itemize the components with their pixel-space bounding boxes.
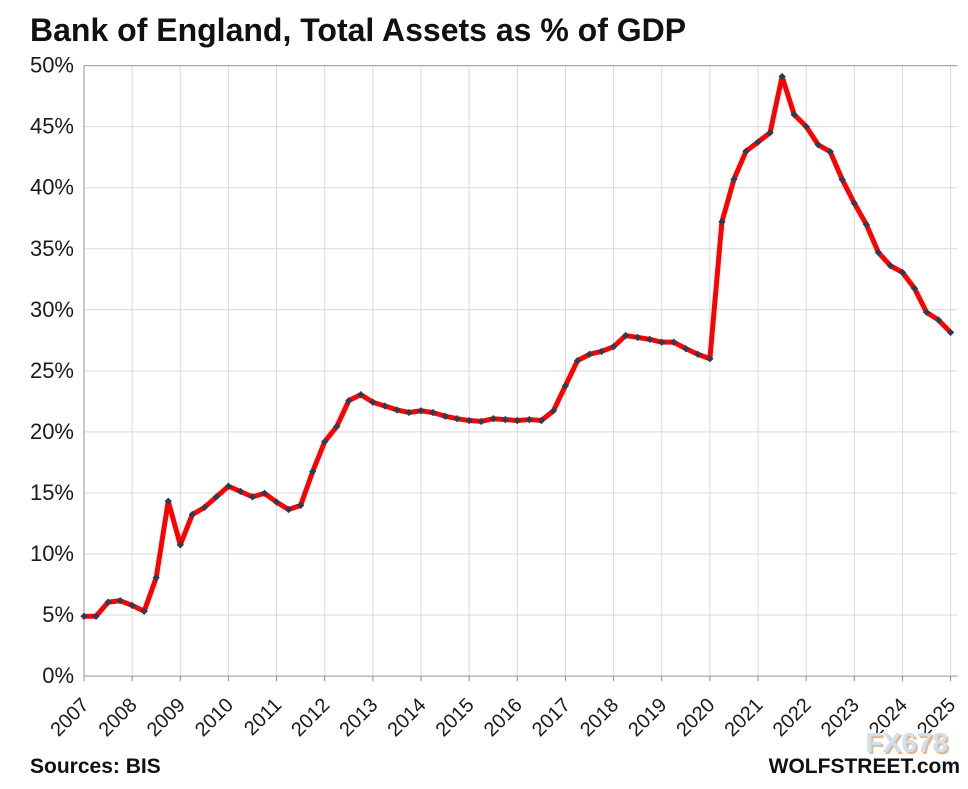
svg-text:20%: 20% [30, 419, 74, 444]
svg-text:2013: 2013 [335, 694, 382, 741]
svg-text:2020: 2020 [672, 694, 719, 741]
svg-text:10%: 10% [30, 541, 74, 566]
svg-text:15%: 15% [30, 480, 74, 505]
svg-text:40%: 40% [30, 175, 74, 200]
svg-text:2008: 2008 [95, 694, 142, 741]
svg-text:35%: 35% [30, 236, 74, 261]
svg-text:2018: 2018 [576, 694, 623, 741]
svg-text:2014: 2014 [384, 694, 431, 741]
svg-text:2009: 2009 [143, 694, 190, 741]
svg-text:2007: 2007 [47, 694, 94, 741]
svg-text:2015: 2015 [432, 694, 479, 741]
svg-text:2017: 2017 [528, 694, 575, 741]
svg-text:2022: 2022 [769, 694, 816, 741]
svg-text:45%: 45% [30, 114, 74, 139]
svg-text:2010: 2010 [191, 694, 238, 741]
svg-text:2012: 2012 [287, 694, 334, 741]
svg-text:30%: 30% [30, 297, 74, 322]
svg-text:2021: 2021 [721, 694, 768, 741]
svg-text:2019: 2019 [624, 694, 671, 741]
svg-text:0%: 0% [42, 663, 74, 688]
svg-text:2016: 2016 [480, 694, 527, 741]
svg-text:2023: 2023 [817, 694, 864, 741]
svg-text:2011: 2011 [240, 694, 286, 740]
svg-text:50%: 50% [30, 53, 74, 78]
svg-text:5%: 5% [42, 602, 74, 627]
svg-text:25%: 25% [30, 358, 74, 383]
